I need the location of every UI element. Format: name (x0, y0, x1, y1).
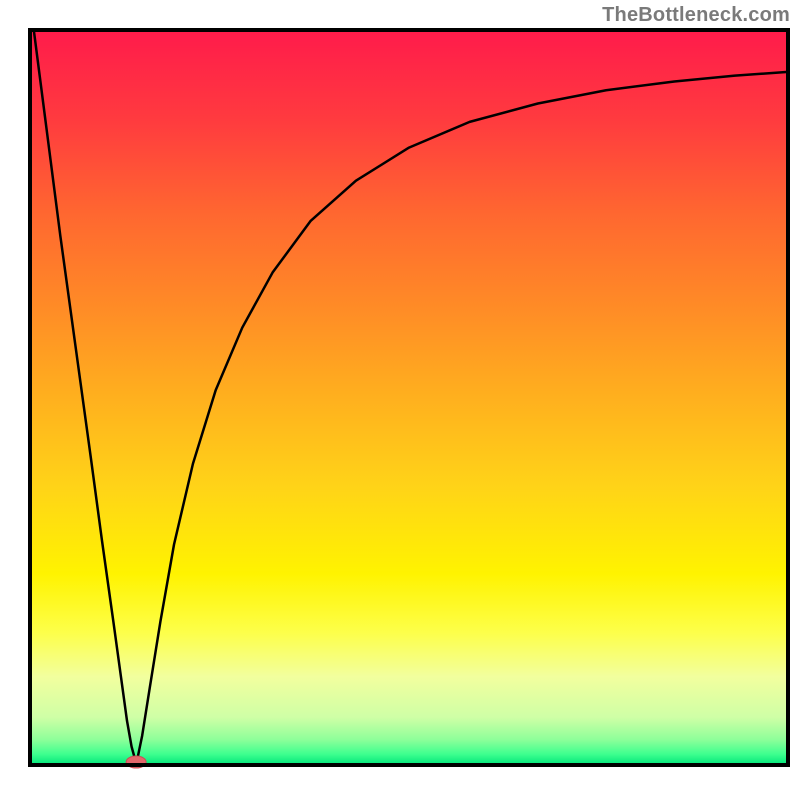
bottleneck-chart (0, 0, 800, 800)
plot-background (30, 30, 788, 765)
chart-container: TheBottleneck.com (0, 0, 800, 800)
watermark-text: TheBottleneck.com (602, 4, 790, 27)
